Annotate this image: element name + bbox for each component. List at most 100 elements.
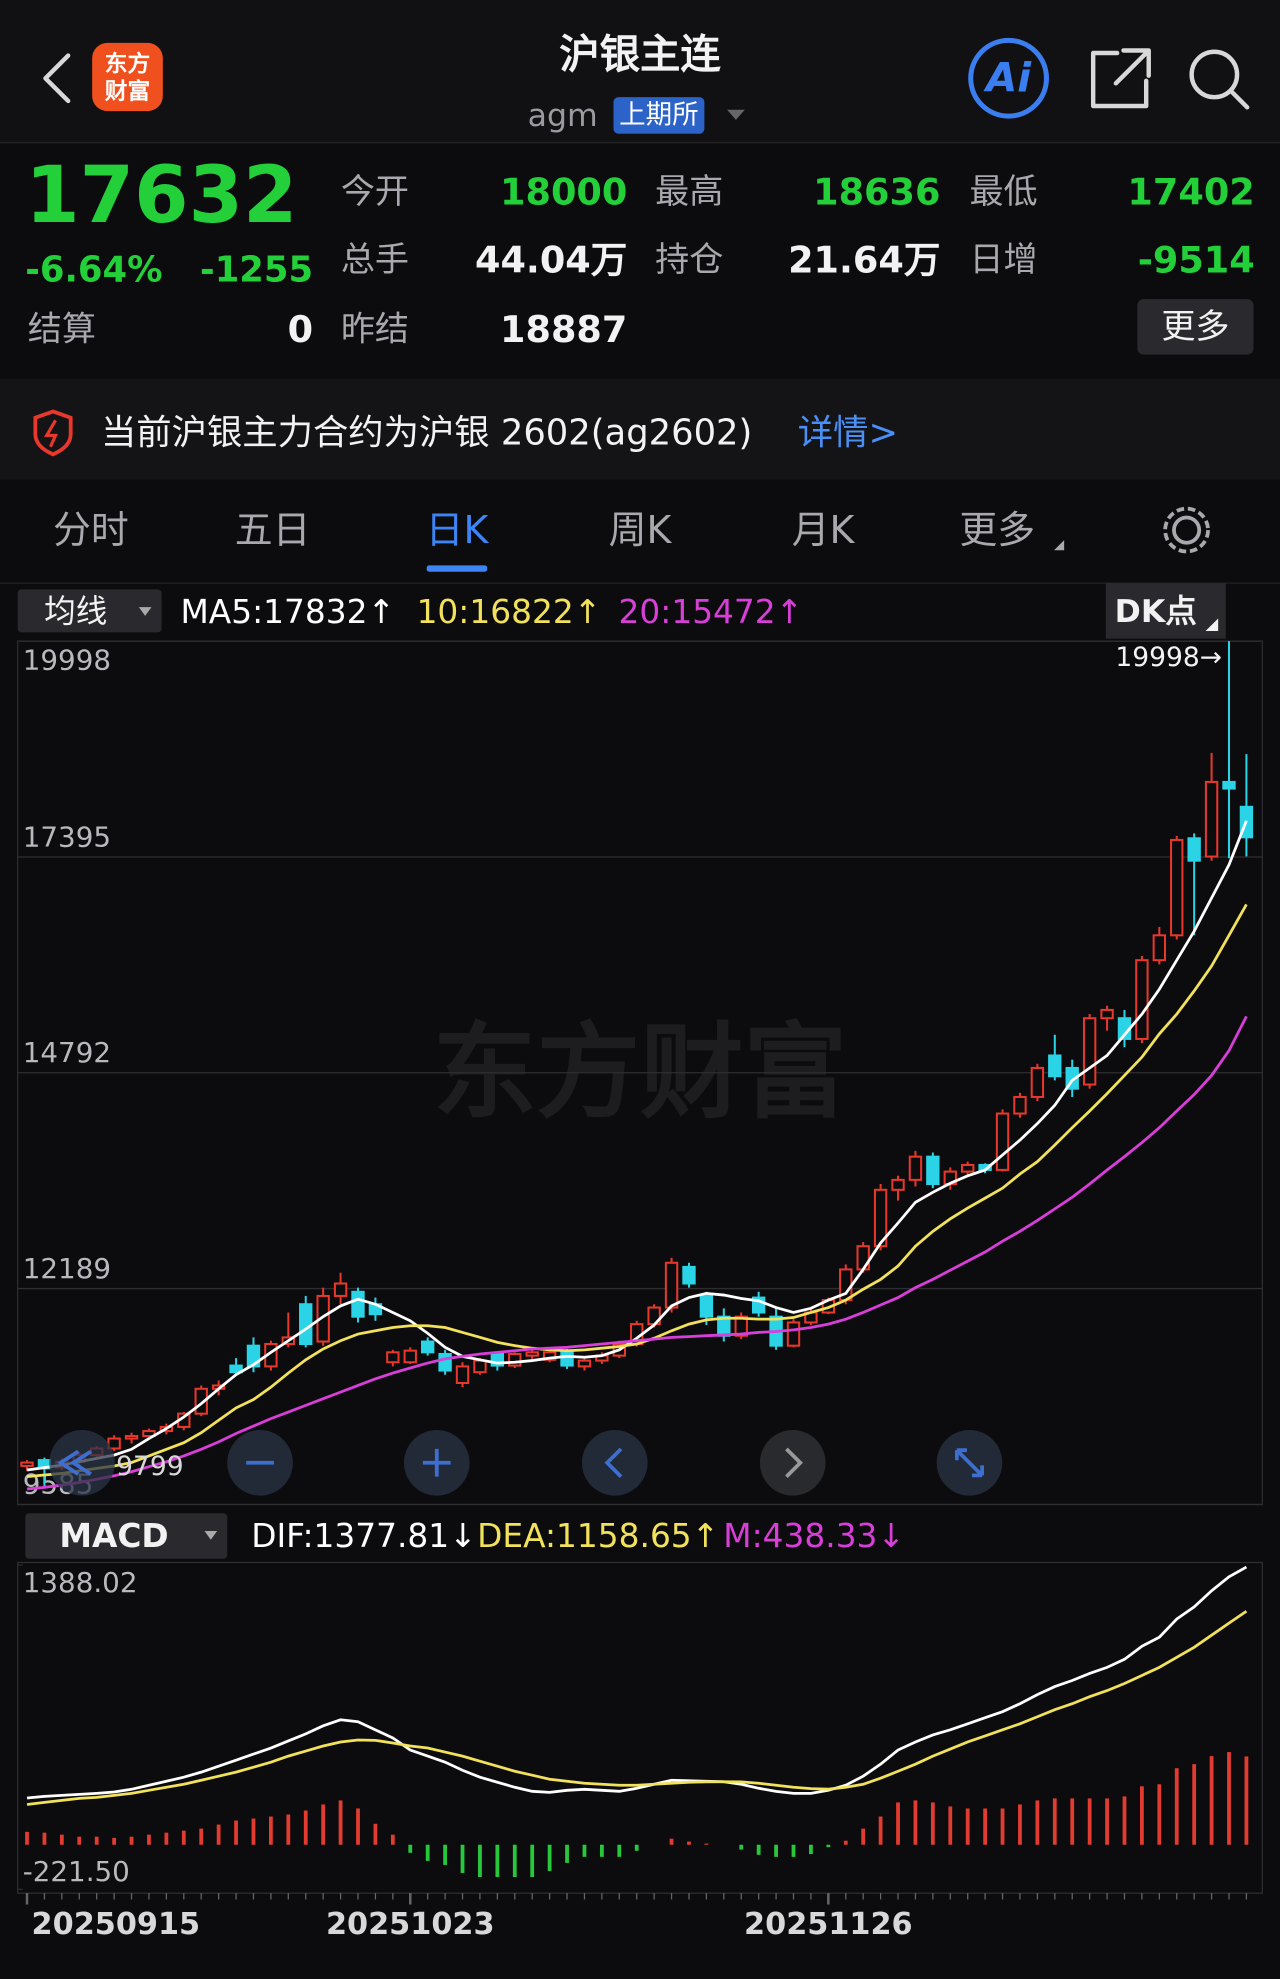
macd-bar xyxy=(704,1843,709,1845)
scroll-right-icon xyxy=(785,1447,803,1479)
notice-icon-bolt xyxy=(43,419,58,448)
macd-bar xyxy=(443,1844,447,1865)
candle-body xyxy=(1048,1054,1062,1078)
macd-bar xyxy=(286,1814,291,1845)
candle-body xyxy=(316,1294,330,1343)
candle-body xyxy=(420,1340,435,1354)
candle-body xyxy=(351,1290,365,1318)
macd-bar xyxy=(181,1830,186,1845)
candle-body xyxy=(194,1387,208,1415)
y-tick-label: 14792 xyxy=(23,1036,111,1069)
candle-body xyxy=(786,1321,801,1347)
field-value: 18000 xyxy=(500,170,627,213)
macd-bar xyxy=(634,1844,639,1851)
macd-bar xyxy=(809,1844,813,1855)
candle-body xyxy=(1204,780,1219,858)
candle-body xyxy=(699,1294,714,1318)
selector-label: MACD xyxy=(59,1517,168,1555)
shrink-button[interactable] xyxy=(49,1429,115,1496)
candle-body xyxy=(734,1315,748,1337)
macd-bar xyxy=(1122,1796,1127,1845)
candle-body xyxy=(542,1351,557,1361)
scroll-right-button[interactable] xyxy=(759,1429,826,1496)
ai-button[interactable] xyxy=(968,37,1049,119)
macd-bar xyxy=(1000,1808,1005,1845)
change-percent: -6.64% xyxy=(25,250,162,291)
logo[interactable] xyxy=(92,42,163,112)
search-button[interactable] xyxy=(1189,49,1240,100)
macd-bar xyxy=(338,1800,343,1845)
macd-bar xyxy=(1087,1798,1092,1845)
macd-bar xyxy=(565,1844,569,1863)
candle-body xyxy=(1082,1017,1097,1086)
tab-active[interactable]: 日K xyxy=(426,508,490,552)
macd-bar xyxy=(147,1834,151,1845)
zoom-in-icon xyxy=(422,1448,451,1477)
more-button[interactable] xyxy=(1137,299,1254,355)
macd-bar xyxy=(843,1840,848,1845)
selector-label: 均线 xyxy=(44,594,107,630)
field-label: 最低 xyxy=(969,172,1037,212)
macd-bar xyxy=(599,1844,604,1857)
notice-icon xyxy=(33,409,73,457)
candle-body xyxy=(403,1349,417,1364)
dk-button[interactable] xyxy=(1105,583,1226,639)
macd-bar xyxy=(478,1844,482,1877)
tab[interactable]: 更多 xyxy=(959,508,1035,552)
tab[interactable]: 五日 xyxy=(235,508,311,552)
tab[interactable]: 月K xyxy=(792,508,856,552)
field-value: 44.04万 xyxy=(475,238,627,281)
macd-bar xyxy=(199,1828,204,1845)
tab[interactable]: 周K xyxy=(609,508,673,552)
candle-body xyxy=(873,1188,888,1248)
candle-body xyxy=(1100,1008,1114,1020)
candle-body xyxy=(926,1155,940,1186)
field-label: 结算 xyxy=(28,309,96,349)
candle-chart: 199981739514792121899585 xyxy=(17,640,1263,1506)
candle-body xyxy=(142,1430,156,1438)
selector-arrow xyxy=(138,607,152,616)
candle-body xyxy=(908,1155,923,1181)
candle-body xyxy=(438,1352,452,1372)
search-handle xyxy=(1228,88,1250,110)
scroll-left-button[interactable] xyxy=(581,1429,648,1496)
macd-bar xyxy=(965,1808,970,1845)
ma-line xyxy=(26,820,1248,1472)
macd-bar xyxy=(460,1844,465,1873)
y-tick-label: 19998 xyxy=(23,644,111,677)
ma-line xyxy=(26,903,1248,1479)
settings-button[interactable] xyxy=(1172,515,1202,545)
candle-body xyxy=(1030,1066,1045,1098)
macd-line xyxy=(26,1610,1248,1806)
candle-body xyxy=(961,1163,975,1173)
candle-body xyxy=(1065,1066,1079,1090)
indicator-selector[interactable] xyxy=(25,1513,228,1559)
macd-bar xyxy=(164,1832,169,1845)
share-button[interactable] xyxy=(1090,48,1151,109)
macd-bar xyxy=(791,1844,796,1857)
x-tick-label: 20251126 xyxy=(744,1907,913,1942)
notice-text: 当前沪银主力合约为沪银 2602(ag2602) xyxy=(101,412,752,453)
tab[interactable]: 分时 xyxy=(53,508,129,552)
notice-bar[interactable] xyxy=(0,378,1280,480)
candle-body xyxy=(299,1303,313,1346)
macd-bar xyxy=(373,1823,378,1845)
macd-bar xyxy=(948,1806,953,1845)
macd-bar xyxy=(1052,1798,1057,1845)
candle-body xyxy=(995,1112,1010,1171)
field-value: 0 xyxy=(288,308,313,351)
notice-link[interactable]: 详情> xyxy=(798,412,898,453)
logo-text: 财富 xyxy=(105,78,150,105)
macd-bar xyxy=(94,1836,99,1845)
dropdown-arrow[interactable] xyxy=(727,109,745,120)
max-label: 19998→ xyxy=(1115,642,1222,673)
macd-bar xyxy=(1105,1798,1109,1845)
macd-bar xyxy=(512,1844,517,1877)
macd-bar xyxy=(756,1844,761,1855)
back-button[interactable] xyxy=(43,53,71,104)
macd-bar xyxy=(530,1844,535,1877)
field-value: 18887 xyxy=(500,308,627,351)
indicator-selector[interactable] xyxy=(17,589,162,633)
